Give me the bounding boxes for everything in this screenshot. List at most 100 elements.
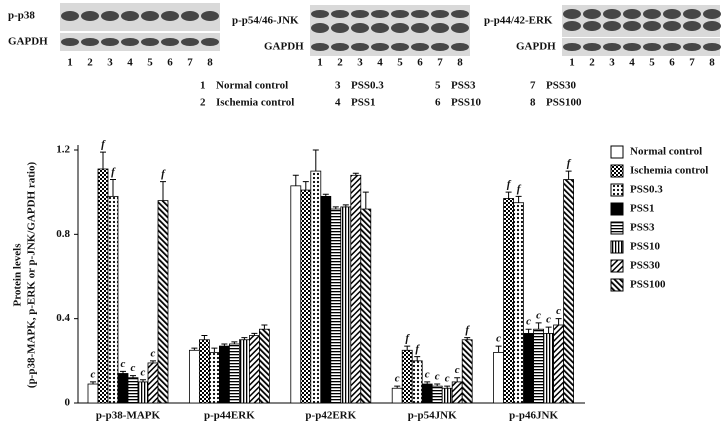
legend-label: PSS30 [630, 260, 660, 272]
bar [451, 381, 463, 404]
lane-number: 2 [87, 57, 93, 69]
significance-label: f [465, 324, 470, 336]
bar [421, 383, 433, 404]
blot-band [411, 43, 429, 51]
blot-band [643, 21, 661, 31]
legend-swatch [610, 164, 624, 178]
significance-label: c [91, 368, 96, 380]
blot-band [391, 10, 409, 18]
error-bar [211, 347, 218, 353]
blot-band [311, 43, 329, 51]
lane-number: 7 [187, 57, 193, 69]
legend-swatch [610, 202, 624, 216]
y-tick-label: 0.4 [56, 312, 70, 324]
blot-label: GAPDH [516, 41, 556, 53]
error-bar [535, 322, 542, 330]
lane-number: 1 [317, 57, 323, 69]
significance-label: c [546, 314, 551, 326]
error-bar [261, 324, 268, 330]
blot-band [201, 38, 219, 46]
bar [360, 208, 372, 404]
bar [127, 377, 139, 404]
significance-label: c [121, 358, 126, 370]
blot-images [60, 3, 720, 56]
blot-band [331, 10, 349, 18]
significance-label: c [455, 364, 460, 376]
blot-band [311, 23, 329, 33]
error-bar [495, 345, 502, 353]
error-bar [342, 204, 349, 207]
lane-number: 6 [167, 57, 173, 69]
blot-band [583, 21, 601, 31]
significance-label: c [536, 309, 541, 321]
lane-number: 5 [147, 57, 153, 69]
blot-band [563, 9, 581, 19]
lane-number: 7 [689, 57, 695, 69]
error-bar [332, 206, 339, 210]
legend-label: PSS3 [451, 80, 476, 92]
lane-number: 3 [609, 57, 615, 69]
blot-band [603, 9, 621, 19]
blot-band [331, 43, 349, 51]
bar [513, 202, 524, 404]
significance-label: f [507, 179, 512, 191]
legend-label: PSS0.3 [351, 80, 384, 92]
error-bar [362, 191, 369, 210]
blot-band [331, 23, 349, 33]
bar [238, 339, 250, 404]
error-bar [292, 174, 299, 186]
blot-band [663, 9, 681, 19]
blot-label: p-p38 [8, 10, 35, 22]
bar [137, 381, 149, 404]
blot-band [623, 21, 641, 31]
blot-band [583, 43, 601, 51]
legend-label: PSS1 [630, 203, 654, 215]
bar [157, 200, 169, 404]
x-tick-label: p-p54JNK [408, 410, 457, 422]
lane-number: 3 [357, 57, 363, 69]
bar [543, 333, 554, 404]
significance-label: c [526, 316, 531, 328]
error-bar [525, 328, 532, 334]
significance-label: f [101, 139, 106, 151]
legend-label: Ischemia control [216, 97, 294, 109]
blot-band [451, 10, 469, 18]
blot-band [703, 9, 721, 19]
lane-number: 7 [437, 57, 443, 69]
y-axis-label: (p-p38-MAPK, p-ERK or p-JNK/GAPDH ratio) [26, 162, 38, 389]
legend-number: 4 [335, 97, 341, 109]
blot-band [141, 38, 159, 46]
legend-number: 8 [530, 97, 536, 109]
blot-band [351, 23, 369, 33]
blot-band [583, 9, 601, 19]
bar [218, 345, 230, 404]
lane-number: 6 [669, 57, 675, 69]
bar [431, 385, 443, 404]
blot-band [623, 43, 641, 51]
y-tick-label: 1.2 [56, 144, 70, 156]
bar [228, 343, 240, 404]
bar [320, 195, 332, 404]
significance-label: f [161, 168, 166, 180]
bar [208, 351, 220, 404]
blot-band [161, 11, 179, 21]
blot-band [451, 43, 469, 51]
blot-band [351, 43, 369, 51]
lane-number: 2 [337, 57, 343, 69]
blot-band [181, 11, 199, 21]
blot-band [61, 11, 79, 21]
y-tick-label: 0.8 [56, 228, 70, 240]
error-bar [464, 337, 471, 340]
blot-band [411, 10, 429, 18]
blot-band [643, 9, 661, 19]
bar [350, 174, 362, 404]
blot-band [703, 21, 721, 31]
blot-band [663, 21, 681, 31]
blot-band [391, 43, 409, 51]
blot-band [81, 11, 99, 21]
bar [107, 195, 119, 404]
legend-label: PSS1 [351, 97, 375, 109]
blot-band [371, 10, 389, 18]
error-bar [444, 385, 451, 389]
